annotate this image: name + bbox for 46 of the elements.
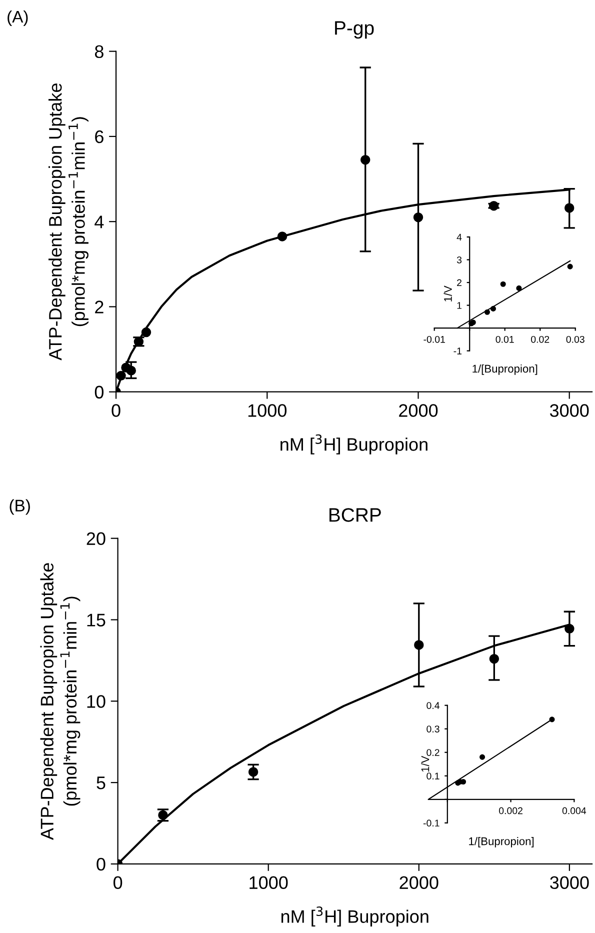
x-tick-label: 3000 — [550, 404, 589, 417]
x-tick-label: 0 — [112, 404, 120, 417]
y-tick-label: 20 — [86, 532, 106, 546]
x-axis-title: 1/[Bupropion] — [472, 364, 538, 375]
y-tick-label: -1 — [454, 348, 462, 354]
x-tick-label: 2000 — [399, 404, 438, 417]
chart-title: P-gp — [335, 21, 374, 39]
x-tick-label: -0.01 — [424, 336, 445, 343]
x-axis-title: nM [$^{3}$H] Bupropion — [280, 434, 428, 454]
x-tick-label: 1000 — [250, 876, 288, 890]
text: (B) — [10, 499, 30, 515]
y-tick-label: 5 — [96, 776, 106, 790]
x-axis-title: nM [$^{3}$H] Bupropion — [281, 906, 428, 927]
y-tick-label: 4 — [94, 216, 104, 228]
y-tick-label: -0.1 — [423, 820, 440, 827]
y-tick-label: 3 — [456, 256, 462, 264]
x-axis-title: 1/[Bupropion] — [469, 837, 534, 848]
chart-title: BCRP — [330, 508, 381, 522]
y-tick-label: 0 — [96, 858, 106, 871]
x-tick-label: 3000 — [550, 876, 589, 890]
y-tick-label: 1 — [457, 302, 462, 309]
x-tick-label: 0 — [113, 876, 122, 890]
y-tick-label: 2 — [457, 279, 462, 286]
y-axis-title: ATP-Dependent Bupropion Uptake (pmol*mg protein$^{−1}$min$^{−1}$) — [48, 84, 88, 360]
x-tick-label: 1000 — [248, 404, 287, 417]
text: (A) — [8, 10, 28, 26]
y-axis-title: ATP-Dependent Bupropion Uptake (pmol*mg protein$^{−1}$min$^{−1}$) — [40, 563, 80, 840]
x-tick-label: 0.004 — [562, 807, 586, 814]
y-tick-label: 0 — [94, 386, 104, 399]
y-tick-label: 0.4 — [426, 702, 440, 709]
y-axis-title: 1/V — [421, 756, 430, 772]
y-tick-label: 4 — [456, 234, 462, 241]
x-tick-label: 0.02 — [531, 336, 550, 343]
y-axis-title: 1/V — [444, 286, 452, 302]
x-tick-label: 0.002 — [499, 807, 522, 814]
y-tick-label: 0.1 — [426, 772, 440, 780]
x-tick-label: 0.03 — [566, 336, 584, 343]
y-tick-label: 0.3 — [426, 726, 440, 732]
x-tick-label: 0.01 — [496, 336, 514, 343]
y-tick-label: 15 — [87, 614, 106, 626]
y-tick-label: 6 — [95, 130, 104, 144]
y-tick-label: 10 — [87, 695, 106, 708]
y-tick-label: 0.2 — [426, 749, 440, 756]
x-tick-label: 2000 — [400, 876, 438, 890]
y-tick-label: 8 — [94, 45, 104, 58]
y-tick-label: 2 — [95, 300, 104, 314]
